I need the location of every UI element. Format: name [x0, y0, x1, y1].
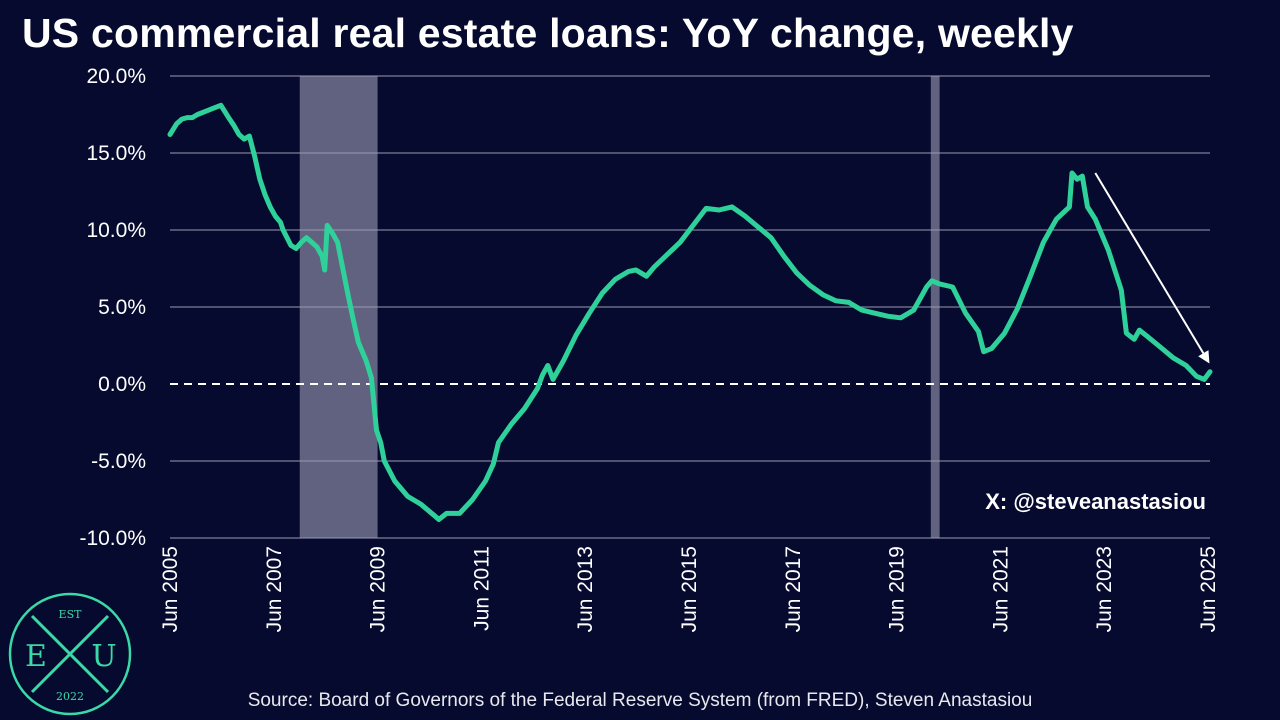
y-axis-ticks: 20.0% 15.0% 10.0% 5.0% 0.0% -5.0% -10.0% — [79, 65, 146, 550]
x-tick-label: Jun 2013 — [574, 546, 597, 632]
x-axis-ticks: Jun 2005 Jun 2007 Jun 2009 Jun 2011 Jun 2013… — [159, 546, 1220, 632]
y-tick-label: -5.0% — [91, 450, 146, 473]
x-tick-label: Jun 2021 — [989, 546, 1012, 632]
logo-stroke-2 — [30, 614, 110, 694]
y-tick-label: 20.0% — [86, 65, 146, 88]
x-tick-label: Jun 2011 — [470, 546, 493, 631]
logo-letter-u: U — [91, 639, 116, 674]
y-tick-label: 10.0% — [86, 219, 146, 242]
source-note: Source: Board of Governors of the Federa… — [247, 690, 1033, 711]
x-tick-label: Jun 2009 — [367, 546, 390, 632]
x-tick-label: Jun 2007 — [263, 546, 286, 632]
x-tick-label: Jun 2015 — [678, 546, 701, 632]
x-tick-label: Jun 2025 — [1197, 546, 1220, 632]
chart-title: US commercial real estate loans: YoY cha… — [22, 10, 1074, 56]
series-line — [167, 102, 1213, 522]
y-tick-label: 5.0% — [98, 296, 146, 319]
x-tick-label: Jun 2019 — [886, 546, 909, 632]
y-tick-label: 0.0% — [98, 373, 146, 396]
logo-est: EST — [59, 608, 83, 621]
x-tick-label: Jun 2005 — [159, 546, 182, 632]
y-tick-label: -10.0% — [79, 527, 146, 550]
brand-logo: EST E X U 2022 — [8, 592, 132, 716]
watermark-handle: X: @steveanastasiou — [985, 489, 1206, 514]
trend-arrow — [1094, 172, 1210, 364]
y-tick-label: 15.0% — [86, 142, 146, 165]
logo-year: 2022 — [56, 690, 84, 703]
logo-ring — [8, 592, 132, 716]
x-tick-label: Jun 2017 — [782, 546, 805, 632]
logo-letter-e: E — [25, 639, 47, 674]
x-tick-label: Jun 2023 — [1093, 546, 1116, 632]
